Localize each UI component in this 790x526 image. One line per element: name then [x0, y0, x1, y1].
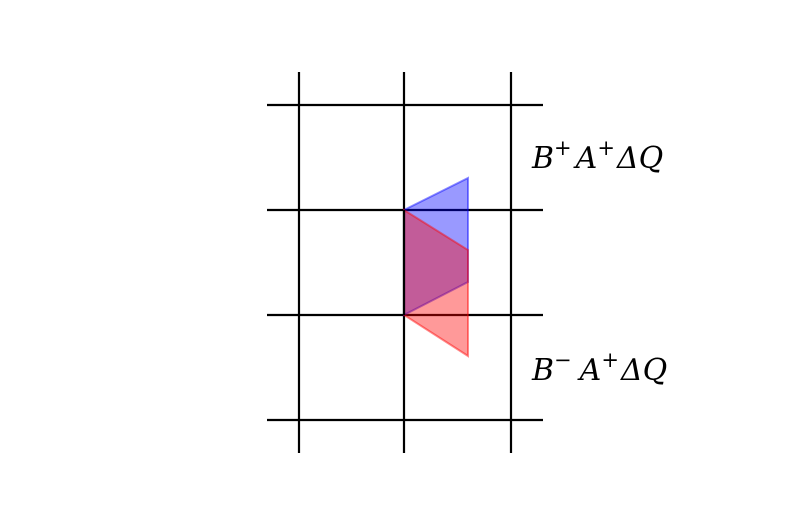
upper-label-a-sup: +	[597, 136, 615, 160]
lower-label-b-sup: −	[554, 348, 572, 372]
upper-label-b: B	[531, 141, 554, 176]
lower-label-a-sup: +	[601, 348, 619, 372]
lower-label-a: A	[577, 353, 602, 388]
lower-wave-label: B− A+ΔQ	[531, 348, 667, 388]
lower-label-delta-q: ΔQ	[620, 353, 667, 388]
upper-wave-label: B+ A+ΔQ	[531, 136, 663, 176]
upper-label-a: A	[573, 141, 598, 176]
upper-label-b-sup: +	[554, 136, 572, 160]
upper-label-delta-q: ΔQ	[616, 141, 663, 176]
lower-label-b: B	[531, 353, 554, 388]
